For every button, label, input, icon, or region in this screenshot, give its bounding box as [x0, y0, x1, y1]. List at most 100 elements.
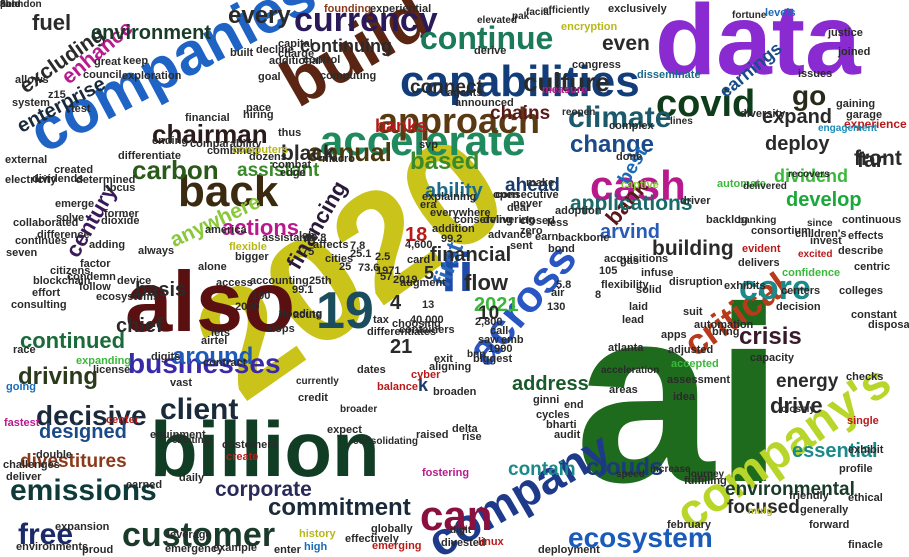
word-captive: captive	[621, 179, 659, 191]
word-acceleration: acceleration	[601, 365, 660, 376]
word-bnp: bnp	[467, 349, 486, 360]
word-7-8: 7.8	[350, 240, 366, 252]
word-adding: adding	[89, 239, 126, 251]
word-address: address	[512, 373, 589, 395]
word-99-1: 99.1	[292, 284, 314, 296]
word-challenges: challenges	[3, 459, 60, 471]
word-laid: laid	[629, 301, 648, 313]
word-flow: flow	[464, 270, 508, 295]
word-daily: daily	[179, 472, 205, 484]
word-single: single	[847, 415, 879, 427]
word-clouds: clouds	[586, 454, 664, 481]
word-accepted: accepted	[671, 358, 719, 370]
word-america: america	[205, 224, 247, 236]
word-suit: suit	[683, 306, 703, 318]
word-fastest: fastest	[4, 417, 40, 429]
word-exploration: exploration	[122, 70, 182, 82]
word-ecosystems: ecosystems	[96, 291, 159, 303]
word-care: care	[0, 0, 21, 10]
word-effort: effort	[32, 287, 61, 299]
word-journey: journey	[688, 469, 725, 480]
word-actions: actions	[222, 215, 300, 240]
word-never: never	[513, 198, 543, 210]
word-delivered: delivered	[743, 181, 787, 192]
word-environment: environment	[91, 22, 212, 44]
word-exhibits: exhibits	[724, 280, 766, 292]
word-follow: follow	[79, 281, 111, 293]
word-effectively: effectively	[345, 533, 399, 545]
word-february: february	[667, 519, 712, 531]
word-factor: factor	[80, 258, 111, 270]
word-less: less	[547, 217, 569, 229]
word-can: can	[420, 492, 493, 539]
word-8: 8	[595, 289, 602, 301]
word-assistants: assistants	[262, 232, 316, 244]
word-everywhere: everywhere	[430, 207, 491, 219]
word-checks: checks	[846, 371, 884, 383]
word-test: test	[71, 103, 91, 115]
word-acquisitions: acquisitions	[604, 253, 669, 265]
word-expect: expect	[327, 424, 362, 436]
word-75: 75	[302, 246, 315, 258]
word-control: control	[303, 54, 341, 66]
word-dozens: dozens	[249, 151, 287, 163]
word-charge: charge	[278, 48, 315, 60]
word-emb: emb	[501, 334, 524, 346]
word-ginni: ginni	[533, 394, 560, 406]
word-experiential: experiential	[370, 3, 432, 15]
word-capabilities: capabilities	[400, 57, 640, 106]
word-founding: founding	[324, 3, 372, 15]
word-acute: acute	[293, 309, 322, 321]
word-excited: excited	[798, 249, 833, 260]
word-computers: computers	[232, 144, 289, 156]
word-currently: currently	[296, 376, 339, 387]
word-delivering: delivering	[483, 214, 535, 226]
word-congress: congress	[572, 59, 621, 71]
word-field: field	[0, 0, 21, 10]
word-fortune: fortune	[732, 10, 767, 21]
word-back: back	[178, 167, 279, 216]
word-device: device	[117, 275, 152, 287]
word-flooding: flooding	[279, 308, 323, 320]
word-deliver: deliver	[6, 471, 42, 483]
word-arvind: arvind	[600, 221, 661, 243]
word-make: make	[526, 177, 555, 189]
word-currency: currency	[294, 1, 438, 39]
word-applications: applications	[570, 192, 693, 215]
word-decline: decline	[256, 44, 294, 56]
word-idea: idea	[673, 391, 696, 403]
word-5: 5	[424, 263, 435, 283]
word-bring: bring	[712, 326, 740, 338]
word-children-s: children's	[795, 228, 847, 240]
word-levels: levels	[765, 7, 796, 19]
word-dear: dear	[507, 202, 531, 214]
word-citizens: citizens	[50, 265, 91, 277]
word-delivers: delivers	[738, 257, 780, 269]
word-broader: broader	[340, 404, 378, 415]
word-areas: areas	[609, 384, 638, 396]
word-leverage: leverage	[167, 529, 212, 541]
word-chief: chief	[116, 315, 163, 337]
word-client: client	[160, 393, 239, 426]
word-abandon: abandon	[0, 0, 42, 10]
word-adoption: adoption	[555, 205, 602, 217]
word-enter: enter	[274, 544, 301, 556]
word-allows: allows	[15, 74, 49, 86]
word-25th: 25th	[309, 275, 332, 287]
word-automate: automate	[717, 178, 766, 190]
word-banking: banking	[738, 215, 777, 226]
word-tax: tax	[373, 314, 389, 326]
word-create: create	[226, 451, 259, 463]
word-elevated: elevated	[477, 15, 518, 26]
word-customers: customers	[222, 439, 278, 451]
word-addition: addition	[432, 223, 475, 235]
word-colleges: colleges	[839, 285, 884, 297]
word-2019: 2019	[393, 274, 418, 286]
word-cyber: cyber	[411, 369, 441, 381]
word-expanding: expanding	[76, 355, 132, 367]
word-differentiate: differentiate	[118, 150, 181, 162]
word-decision: decision	[776, 301, 821, 313]
word-electricity: electricity	[5, 174, 57, 186]
word-environmental: environmental	[725, 479, 855, 500]
word-ahead: ahead	[505, 175, 560, 196]
